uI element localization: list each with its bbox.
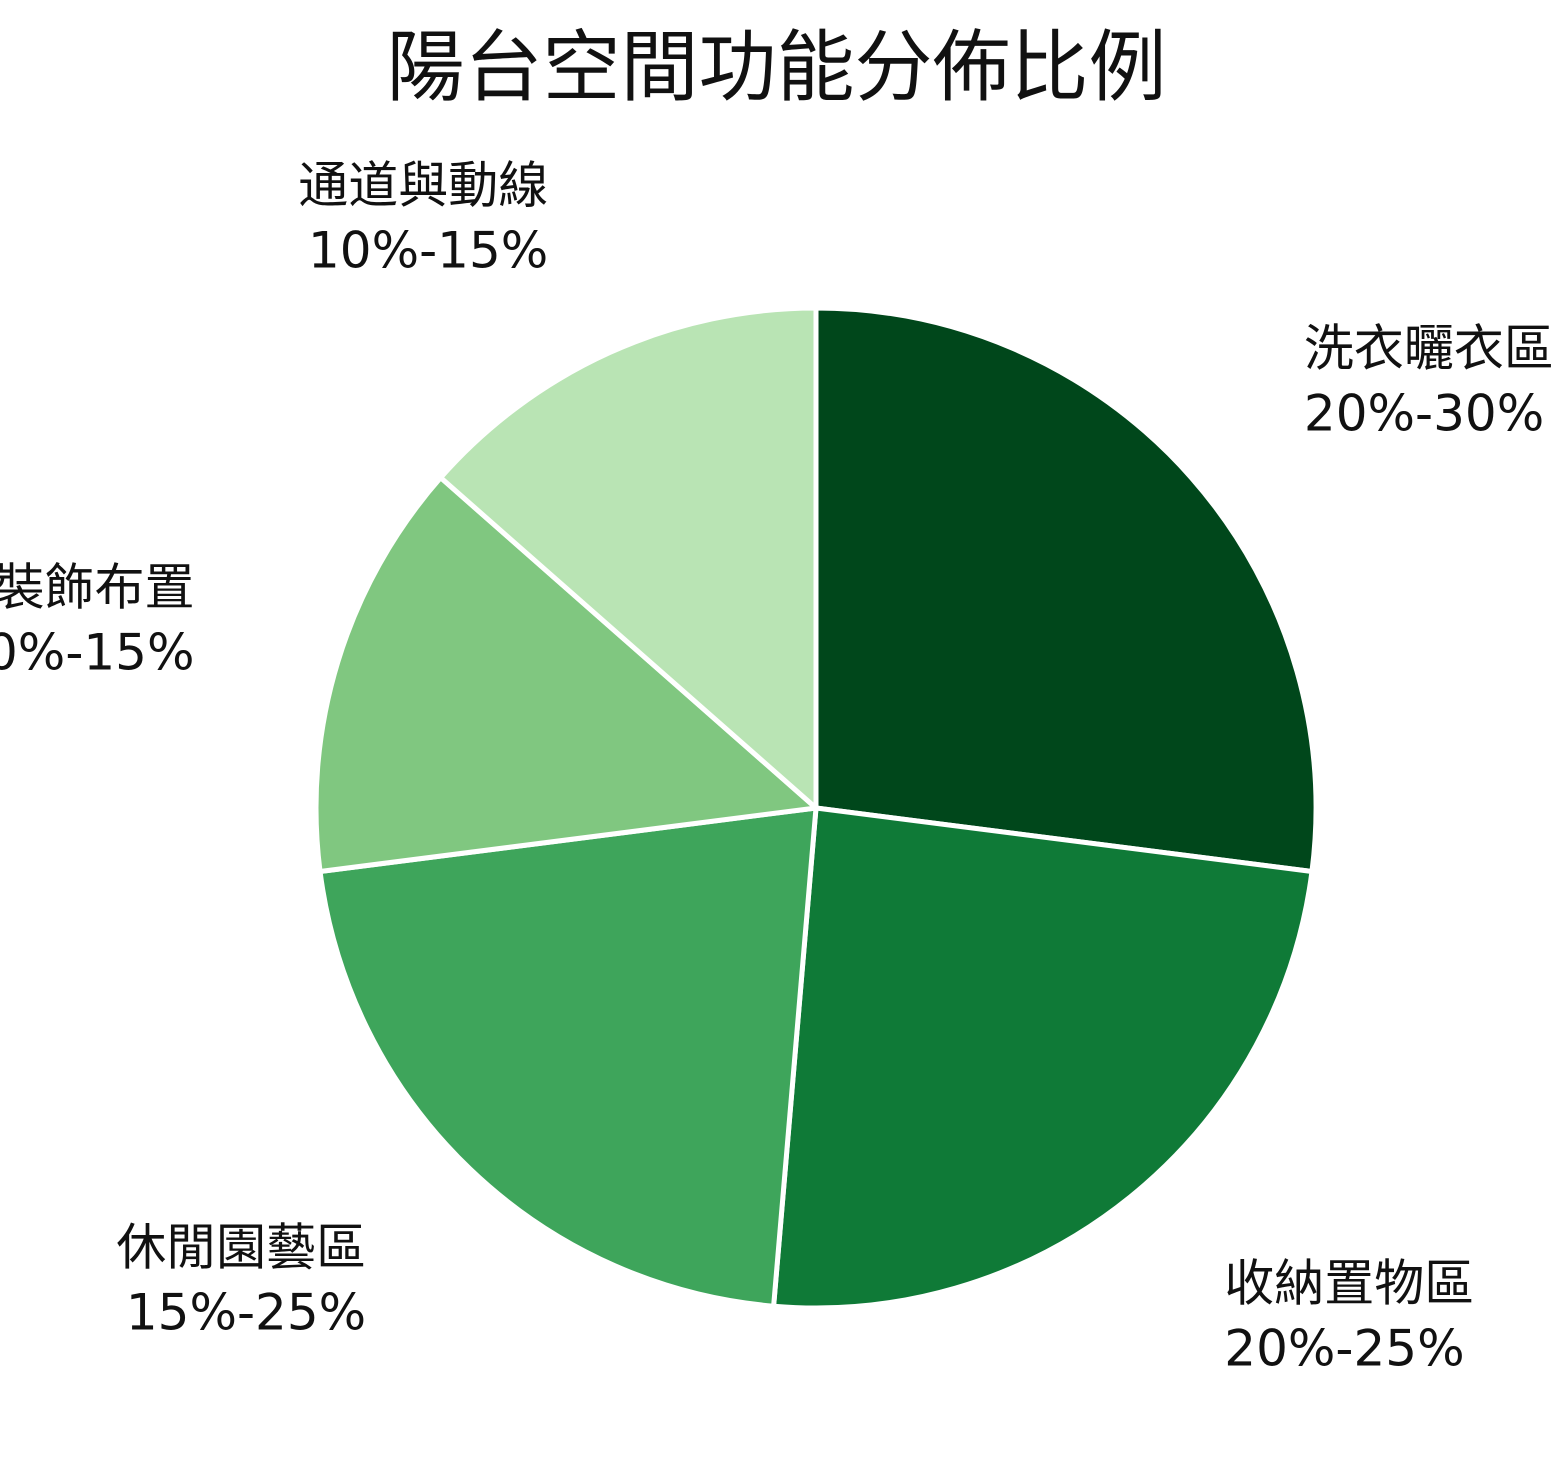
slice-label-name-3: 休閒園藝區 xyxy=(116,1218,366,1276)
slice-label-range-1: 20%-30% xyxy=(1304,385,1544,443)
pie-slice-2 xyxy=(771,805,1315,1311)
slice-label-range-5: 10%-15% xyxy=(308,222,548,280)
pie-slices xyxy=(313,305,1319,1311)
slice-label-name-5: 通道與動線 xyxy=(298,157,548,215)
slice-label-range-4: 10%-15% xyxy=(0,624,195,682)
pie-slice-3 xyxy=(317,805,819,1309)
slice-label-range-2: 20%-25% xyxy=(1224,1320,1464,1378)
slice-label-name-2: 收納置物區 xyxy=(1224,1255,1474,1313)
slice-label-name-4: 裝飾布置 xyxy=(0,559,195,617)
chart-title: 陽台空間功能分佈比例 xyxy=(386,23,1167,113)
pie-slice-5 xyxy=(438,305,819,811)
slice-label-range-3: 15%-25% xyxy=(126,1283,366,1341)
pie-slice-4 xyxy=(313,475,819,875)
slice-label-name-1: 洗衣曬衣區 xyxy=(1304,320,1553,378)
slice-labels: 洗衣曬衣區 20%-30% 收納置物區 20%-25% 休閒園藝區 15%-25% 裝飾布置… xyxy=(0,157,1553,1378)
pie-slice-1 xyxy=(813,305,1319,875)
